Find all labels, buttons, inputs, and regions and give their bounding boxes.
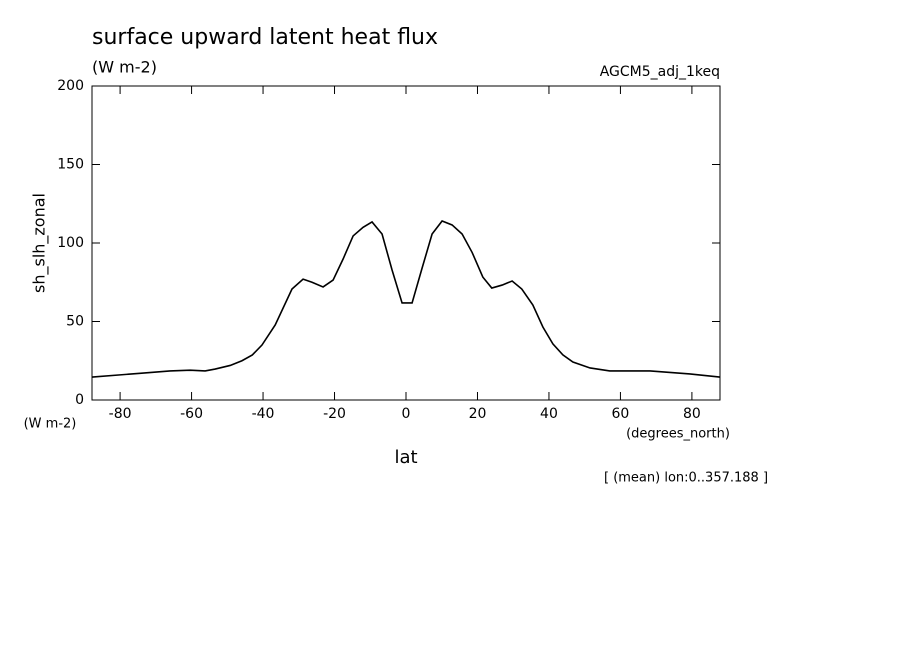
annotation: [ (mean) lon:0..357.188 ]	[604, 471, 768, 486]
x-tick-label: -80	[109, 406, 132, 422]
y-tick-label: 100	[57, 235, 84, 251]
x-tick-label: 60	[612, 406, 630, 422]
x-tick-label: -40	[252, 406, 275, 422]
y-tick-label: 200	[57, 78, 84, 94]
x-tick-label: -60	[180, 406, 203, 422]
plot-frame	[91, 85, 721, 401]
chart-subtitle: (W m-2)	[92, 58, 157, 77]
x-tick-label: 40	[540, 406, 558, 422]
x-tick-label: 20	[469, 406, 487, 422]
y-axis-label: sh_slh_zonal	[30, 193, 50, 293]
x-tick-label: -20	[323, 406, 346, 422]
x-tick-label: 0	[402, 406, 411, 422]
y-units: (W m-2)	[24, 417, 77, 432]
x-axis-label: lat	[394, 447, 417, 468]
y-tick-label: 0	[75, 392, 84, 408]
data-line	[92, 220, 720, 378]
y-tick-label: 150	[57, 157, 84, 173]
dataset-label: AGCM5_adj_1keq	[600, 64, 720, 80]
x-units: (degrees_north)	[626, 427, 730, 442]
x-tick-label: 80	[683, 406, 701, 422]
y-tick-label: 50	[66, 314, 84, 330]
chart-title: surface upward latent heat flux	[92, 25, 438, 50]
